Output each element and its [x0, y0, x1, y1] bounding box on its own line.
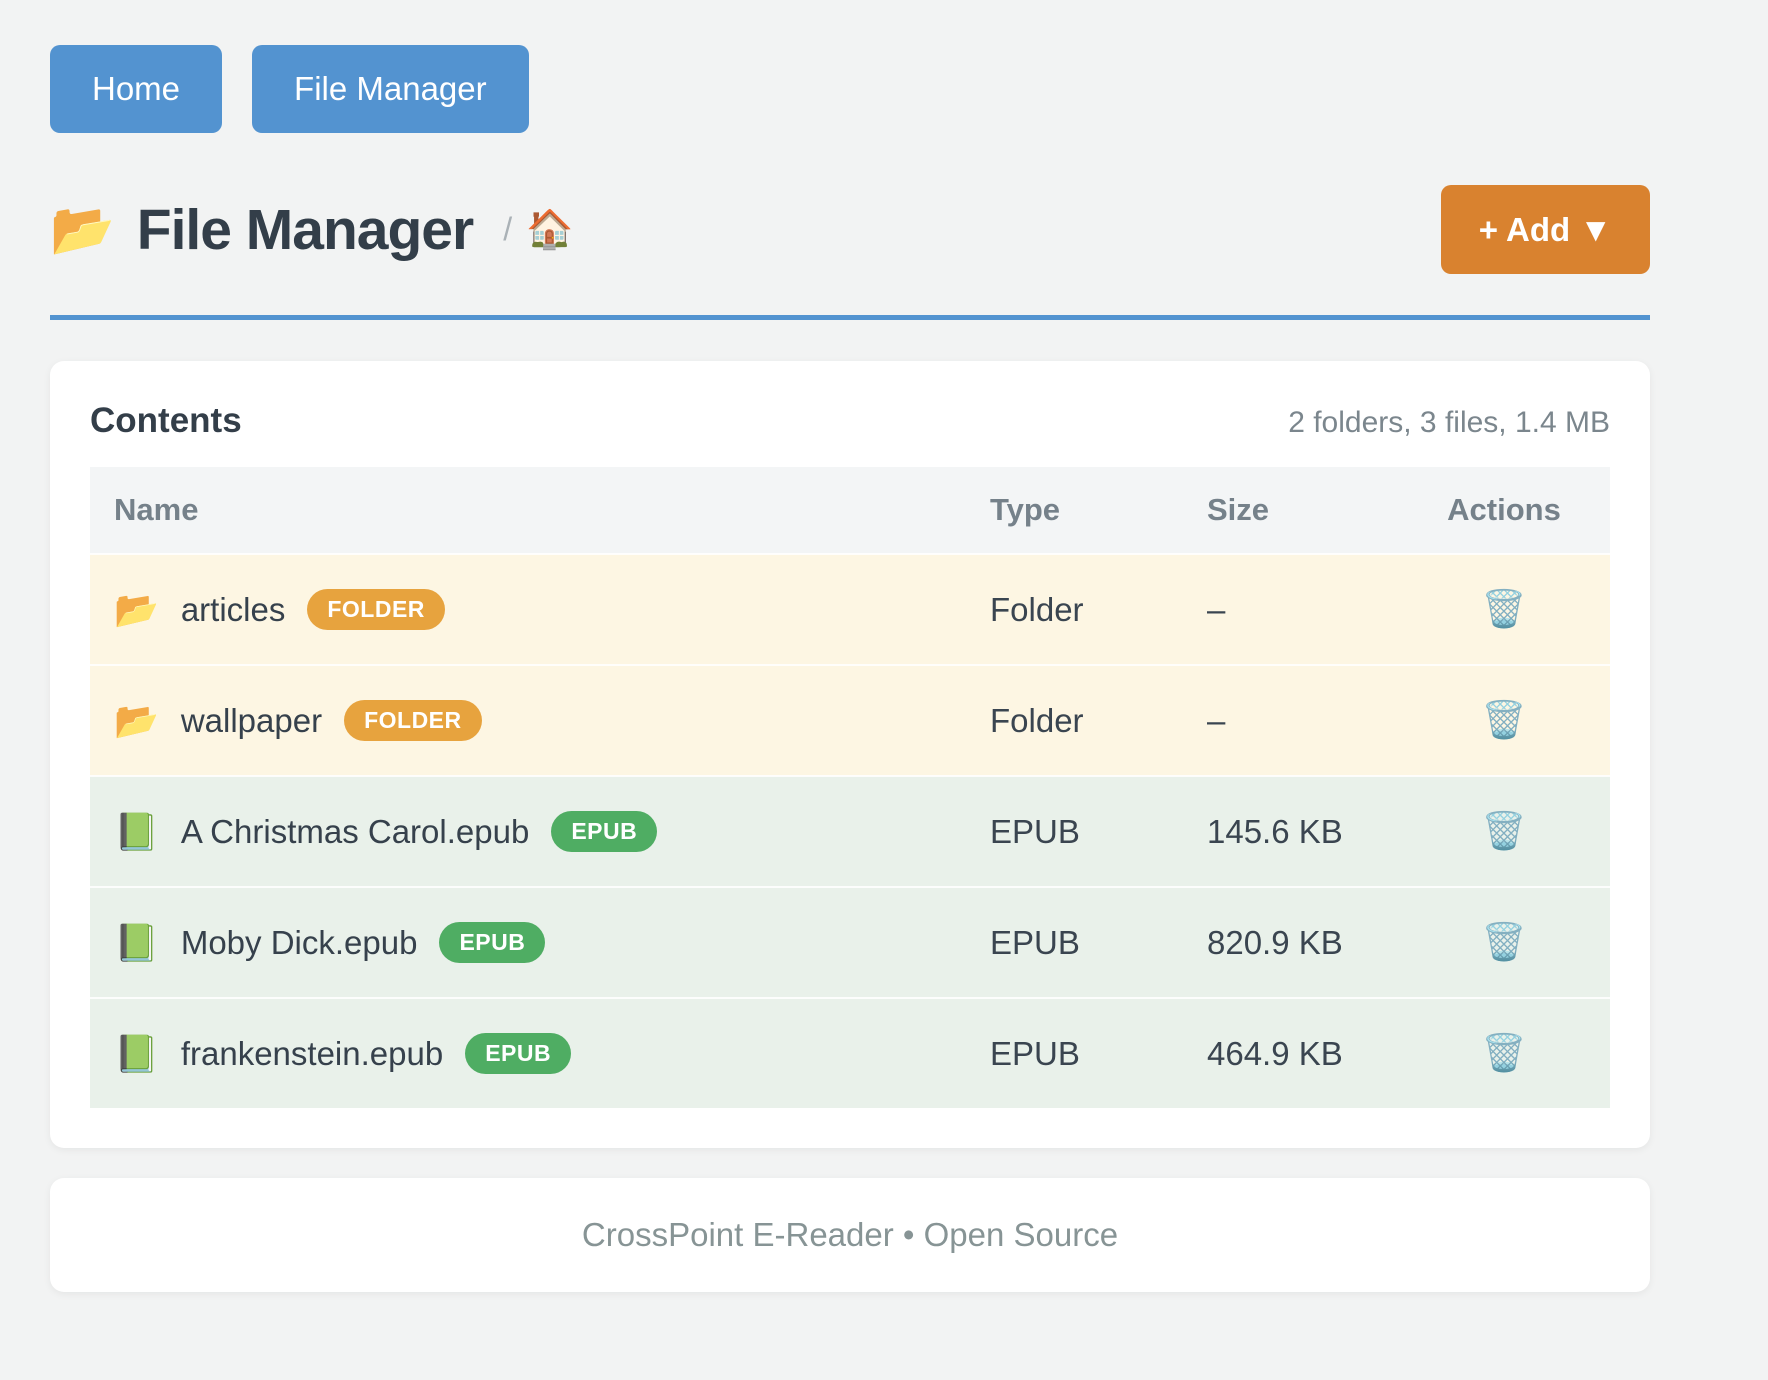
folder-icon: 📂: [114, 588, 159, 630]
file-table-header: Name Type Size Actions: [90, 467, 1610, 554]
table-row: 📂 articles FOLDER Folder – 🗑️: [90, 553, 1610, 665]
add-dropdown-button[interactable]: + Add ▼: [1440, 185, 1650, 274]
contents-card-header: Contents 2 folders, 3 files, 1.4 MB: [90, 401, 1610, 441]
page-container: Home File Manager 📂 File Manager / 🏠 + A…: [50, 0, 1650, 1292]
table-row: 📗 A Christmas Carol.epub EPUB EPUB 145.6…: [90, 775, 1610, 887]
book-icon: 📗: [114, 810, 159, 852]
title-group: 📂 File Manager / 🏠: [50, 197, 573, 263]
delete-button[interactable]: 🗑️: [1481, 1031, 1527, 1073]
trash-icon: 🗑️: [1481, 587, 1527, 629]
folder-icon: 📂: [50, 200, 115, 259]
page-title: File Manager: [136, 197, 474, 262]
home-icon[interactable]: 🏠: [526, 208, 574, 251]
item-name-link[interactable]: Moby Dick.epub: [180, 923, 418, 961]
table-row: 📂 wallpaper FOLDER Folder – 🗑️: [90, 664, 1610, 776]
trash-icon: 🗑️: [1481, 698, 1527, 740]
folder-badge: FOLDER: [307, 589, 445, 630]
trash-icon: 🗑️: [1481, 920, 1527, 962]
delete-button[interactable]: 🗑️: [1481, 698, 1527, 740]
column-header-size: Size: [1183, 467, 1398, 554]
home-nav-button[interactable]: Home: [50, 45, 223, 133]
delete-button[interactable]: 🗑️: [1481, 587, 1527, 629]
item-size: 464.9 KB: [1183, 997, 1398, 1108]
file-manager-nav-button[interactable]: File Manager: [252, 45, 529, 133]
title-divider: [50, 315, 1650, 320]
item-type: EPUB: [966, 886, 1183, 998]
delete-button[interactable]: 🗑️: [1481, 809, 1527, 851]
item-type: EPUB: [966, 775, 1183, 887]
item-name-link[interactable]: articles: [180, 590, 286, 628]
contents-summary: 2 folders, 3 files, 1.4 MB: [1288, 406, 1610, 439]
table-row: 📗 frankenstein.epub EPUB EPUB 464.9 KB 🗑…: [90, 997, 1610, 1108]
column-header-name: Name: [90, 467, 966, 554]
epub-badge: EPUB: [551, 811, 658, 852]
footer-text: CrossPoint E-Reader • Open Source: [581, 1216, 1119, 1253]
delete-button[interactable]: 🗑️: [1481, 920, 1527, 962]
column-header-type: Type: [966, 467, 1183, 554]
breadcrumb-separator: /: [503, 211, 513, 247]
table-row: 📗 Moby Dick.epub EPUB EPUB 820.9 KB 🗑️: [90, 886, 1610, 998]
contents-title: Contents: [90, 401, 242, 440]
trash-icon: 🗑️: [1481, 1031, 1527, 1073]
epub-badge: EPUB: [439, 922, 546, 963]
folder-icon: 📂: [114, 699, 159, 741]
book-icon: 📗: [114, 1032, 159, 1074]
item-size: 145.6 KB: [1183, 775, 1398, 887]
book-icon: 📗: [114, 921, 159, 963]
item-type: Folder: [966, 664, 1183, 776]
contents-card: Contents 2 folders, 3 files, 1.4 MB Name…: [50, 361, 1650, 1148]
column-header-actions: Actions: [1398, 467, 1610, 554]
item-type: EPUB: [966, 997, 1183, 1108]
item-name-link[interactable]: wallpaper: [180, 701, 323, 739]
item-type: Folder: [966, 553, 1183, 665]
item-size: –: [1183, 664, 1398, 776]
folder-badge: FOLDER: [344, 700, 482, 741]
epub-badge: EPUB: [465, 1033, 572, 1074]
top-navigation: Home File Manager: [50, 45, 1650, 133]
trash-icon: 🗑️: [1481, 809, 1527, 851]
item-name-link[interactable]: frankenstein.epub: [180, 1034, 444, 1072]
footer-card: CrossPoint E-Reader • Open Source: [50, 1178, 1650, 1292]
item-size: –: [1183, 553, 1398, 665]
file-table: Name Type Size Actions 📂 articles FOLDER: [90, 467, 1610, 1108]
item-name-link[interactable]: A Christmas Carol.epub: [180, 812, 530, 850]
item-size: 820.9 KB: [1183, 886, 1398, 998]
page-header: 📂 File Manager / 🏠 + Add ▼: [50, 185, 1650, 274]
